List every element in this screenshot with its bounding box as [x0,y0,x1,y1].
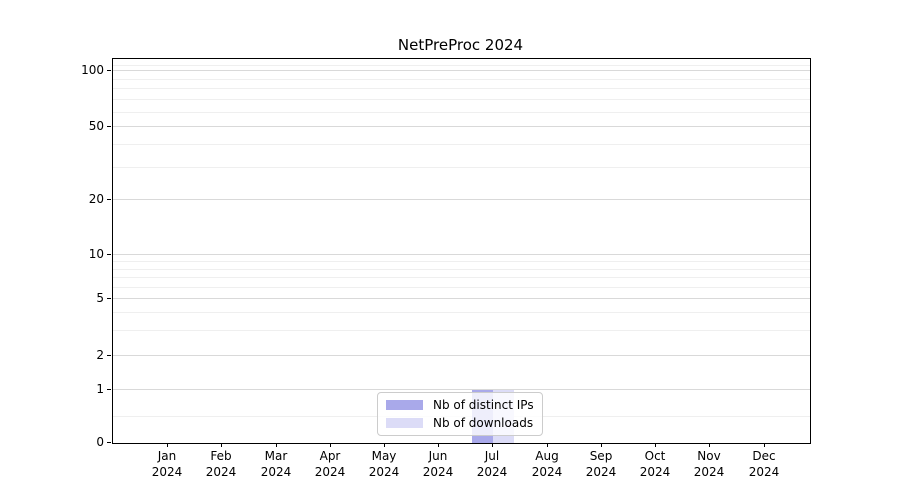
legend: Nb of distinct IPs Nb of downloads [377,392,543,436]
legend-label: Nb of distinct IPs [433,398,534,412]
y-gridline-major [113,126,810,127]
y-axis-tick [107,126,111,127]
x-axis-tick [601,443,602,447]
y-axis-tick-label: 50 [88,119,104,133]
y-gridline-minor [113,269,810,270]
y-gridline-minor [113,88,810,89]
y-axis-tick [107,355,111,356]
y-axis-tick [107,389,111,390]
y-gridline-minor [113,312,810,313]
x-axis-tick [167,443,168,447]
y-axis-tick-label: 2 [96,348,104,362]
y-axis-tick-label: 1 [96,382,104,396]
x-axis-tick [709,443,710,447]
x-axis-tick [547,443,548,447]
y-gridline-minor [113,330,810,331]
x-axis-tick-label: Sep 2024 [585,449,617,479]
x-axis-tick [764,443,765,447]
x-axis-tick-label: Oct 2024 [639,449,671,479]
y-axis-tick [107,442,111,443]
y-gridline-minor [113,112,810,113]
x-axis-tick-label: Jul 2024 [476,449,508,479]
legend-label: Nb of downloads [433,416,534,430]
x-axis-tick-label: Aug 2024 [531,449,563,479]
y-axis-tick-label: 10 [88,247,104,261]
x-axis-tick-label: Feb 2024 [205,449,237,479]
y-gridline-major [113,254,810,255]
y-gridline-minor [113,99,810,100]
x-axis-tick-label: Jun 2024 [422,449,454,479]
y-gridline-minor [113,287,810,288]
plot-area [112,58,811,444]
y-gridline-minor [113,167,810,168]
y-gridline-minor [113,79,810,80]
x-axis-tick-label: Nov 2024 [693,449,725,479]
x-axis-tick-label: Jan 2024 [151,449,183,479]
y-axis-tick-label: 0 [96,435,104,449]
y-axis-tick [107,70,111,71]
x-axis-tick-label: May 2024 [368,449,400,479]
y-gridline-major [113,298,810,299]
x-axis-tick-label: Dec 2024 [748,449,780,479]
y-gridline-minor [113,261,810,262]
y-gridline-major [113,199,810,200]
y-axis-tick-label: 20 [88,192,104,206]
y-axis-tick [107,254,111,255]
y-gridline-major [113,355,810,356]
x-axis-tick [384,443,385,447]
y-gridline-minor [113,277,810,278]
y-axis-tick-label: 100 [81,63,104,77]
legend-swatch-distinct-ips [386,400,423,410]
x-axis-tick [438,443,439,447]
x-axis-tick [655,443,656,447]
y-gridline-minor [113,65,810,66]
y-axis-tick [107,298,111,299]
x-axis-tick [221,443,222,447]
legend-swatch-downloads [386,418,423,428]
legend-entry: Nb of downloads [386,416,534,430]
y-gridline-major [113,70,810,71]
x-axis-tick [276,443,277,447]
x-axis-tick [492,443,493,447]
legend-entry: Nb of distinct IPs [386,398,534,412]
chart-title: NetPreProc 2024 [397,36,524,54]
y-axis-tick-label: 5 [96,291,104,305]
y-gridline-minor [113,144,810,145]
y-axis-tick [107,199,111,200]
x-axis-tick [330,443,331,447]
y-gridline-major [113,389,810,390]
x-axis-tick-label: Mar 2024 [260,449,292,479]
x-axis-tick-label: Apr 2024 [314,449,346,479]
